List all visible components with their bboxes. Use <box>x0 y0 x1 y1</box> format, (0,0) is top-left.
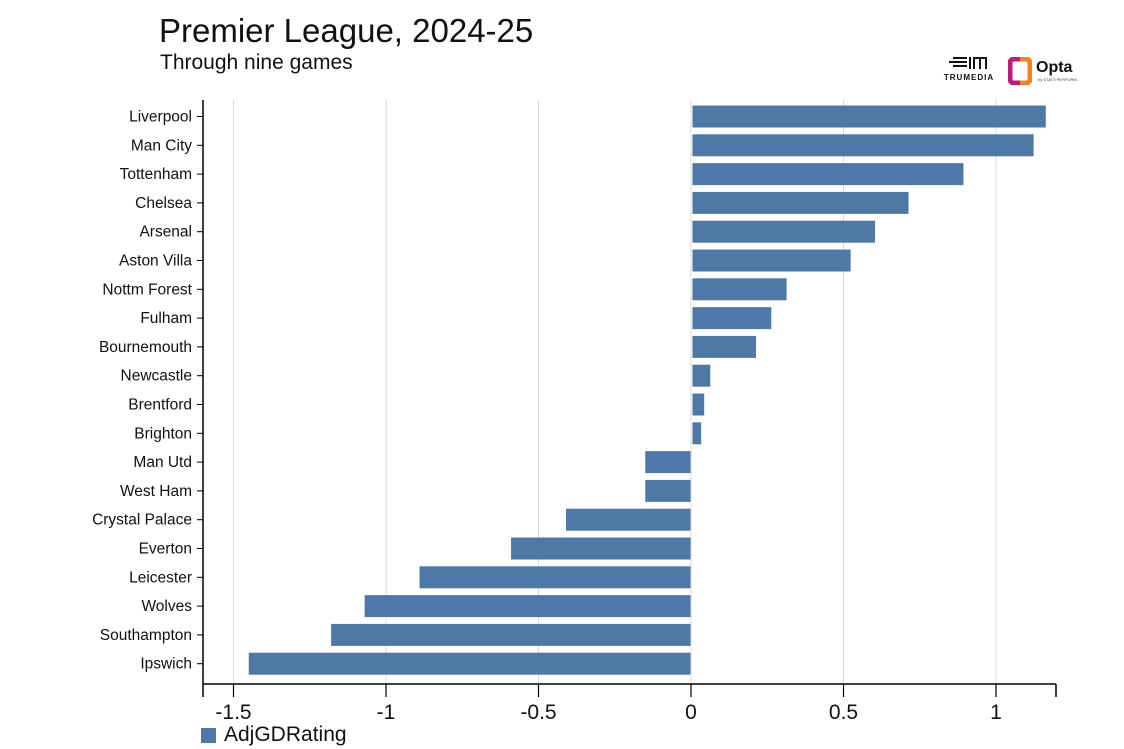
trumedia-logo: TRUMEDIA <box>938 56 1000 86</box>
y-tick-label: Tottenham <box>120 166 192 183</box>
y-axis: Liverpool Man City Tottenham Chelsea Arsenal… <box>92 100 204 684</box>
opta-subtext: by STATS PERFORM <box>1038 77 1077 82</box>
bar <box>331 623 691 646</box>
bar <box>565 508 691 531</box>
chart-title: Premier League, 2024-25 <box>159 12 534 49</box>
legend-swatch <box>201 727 216 743</box>
bar <box>419 566 691 589</box>
y-tick-label: Crystal Palace <box>92 512 192 529</box>
x-tick-label: -0.5 <box>520 701 556 724</box>
x-tick-label: -1.5 <box>215 701 251 724</box>
bar <box>692 163 964 186</box>
bar <box>364 595 691 618</box>
y-tick-label: Newcastle <box>121 368 193 385</box>
bar <box>692 278 787 301</box>
bar <box>692 105 1046 128</box>
y-tick-label: Brighton <box>134 425 192 442</box>
x-tick-label: -1 <box>377 701 396 724</box>
y-tick-label: Chelsea <box>135 195 192 212</box>
y-tick-label: West Ham <box>120 483 192 500</box>
bar <box>511 537 691 560</box>
y-tick-label: Southampton <box>100 627 192 644</box>
trumedia-mark-icon <box>949 57 987 69</box>
bar <box>692 191 909 214</box>
y-tick-label: Aston Villa <box>119 253 192 270</box>
y-tick-label: Brentford <box>128 397 192 414</box>
x-axis: -1.5 -1 -0.5 0 0.5 1 <box>202 683 1057 724</box>
y-tick-label: Fulham <box>140 310 192 327</box>
trumedia-wordmark: TRUMEDIA <box>943 73 995 82</box>
logo-group: TRUMEDIA Opta by STATS PERFORM <box>938 56 1088 88</box>
bar <box>645 451 691 474</box>
y-tick-label: Man City <box>131 137 192 154</box>
y-tick-label: Wolves <box>141 598 192 615</box>
y-tick-label: Nottm Forest <box>102 281 192 298</box>
bar <box>692 134 1034 157</box>
bar <box>645 479 691 502</box>
opta-mark-icon <box>1008 57 1032 85</box>
chart-subtitle: Through nine games <box>160 51 353 74</box>
bar <box>692 364 711 387</box>
y-tick-label: Everton <box>139 541 192 558</box>
y-tick-label: Ipswich <box>140 656 192 673</box>
opta-logo: Opta by STATS PERFORM <box>1008 56 1088 86</box>
y-tick-label: Bournemouth <box>99 339 192 356</box>
bar <box>248 652 691 675</box>
y-tick-label: Man Utd <box>133 454 192 471</box>
bar <box>692 335 757 358</box>
x-tick-label: 1 <box>990 701 1002 724</box>
bar <box>692 249 851 272</box>
y-tick-label: Liverpool <box>129 109 192 126</box>
legend-label: AdjGDRating <box>224 723 347 746</box>
bar <box>692 307 772 330</box>
bar <box>692 393 705 416</box>
opta-wordmark: Opta <box>1036 59 1073 76</box>
bar <box>692 422 702 445</box>
bar <box>692 220 875 243</box>
x-tick-label: 0.5 <box>829 701 858 724</box>
bars <box>248 105 1046 675</box>
legend: AdjGDRating <box>201 722 347 748</box>
x-tick-label: 0 <box>685 701 697 724</box>
y-tick-label: Arsenal <box>139 224 192 241</box>
y-tick-label: Leicester <box>129 569 192 586</box>
